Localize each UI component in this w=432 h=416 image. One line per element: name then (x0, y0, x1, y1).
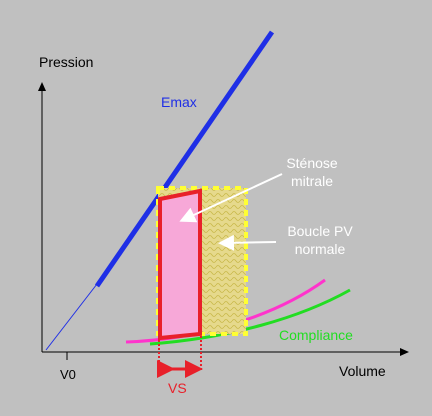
compliance-label: Compliance (279, 327, 353, 343)
stenosis-label-line2: mitrale (291, 173, 333, 189)
v0-label: V0 (60, 367, 76, 382)
stenosis-pv-loop (158, 188, 202, 341)
emax-line (94, 30, 275, 288)
compliance-curve-green (149, 288, 351, 346)
emax-line-thin (45, 283, 98, 351)
x-axis-label: Volume (339, 363, 386, 379)
normal-loop-pointer-arrow (218, 234, 277, 251)
stenosis-label-line1: Sténose (286, 155, 338, 171)
emax-label: Emax (161, 94, 197, 110)
y-axis-label: Pression (39, 54, 93, 70)
normal-loop-label-line1: Boucle PV (287, 223, 353, 239)
normal-loop-label-line2: normale (295, 241, 346, 257)
stenosis-pointer-arrow (179, 173, 283, 223)
vs-label: VS (168, 380, 187, 396)
